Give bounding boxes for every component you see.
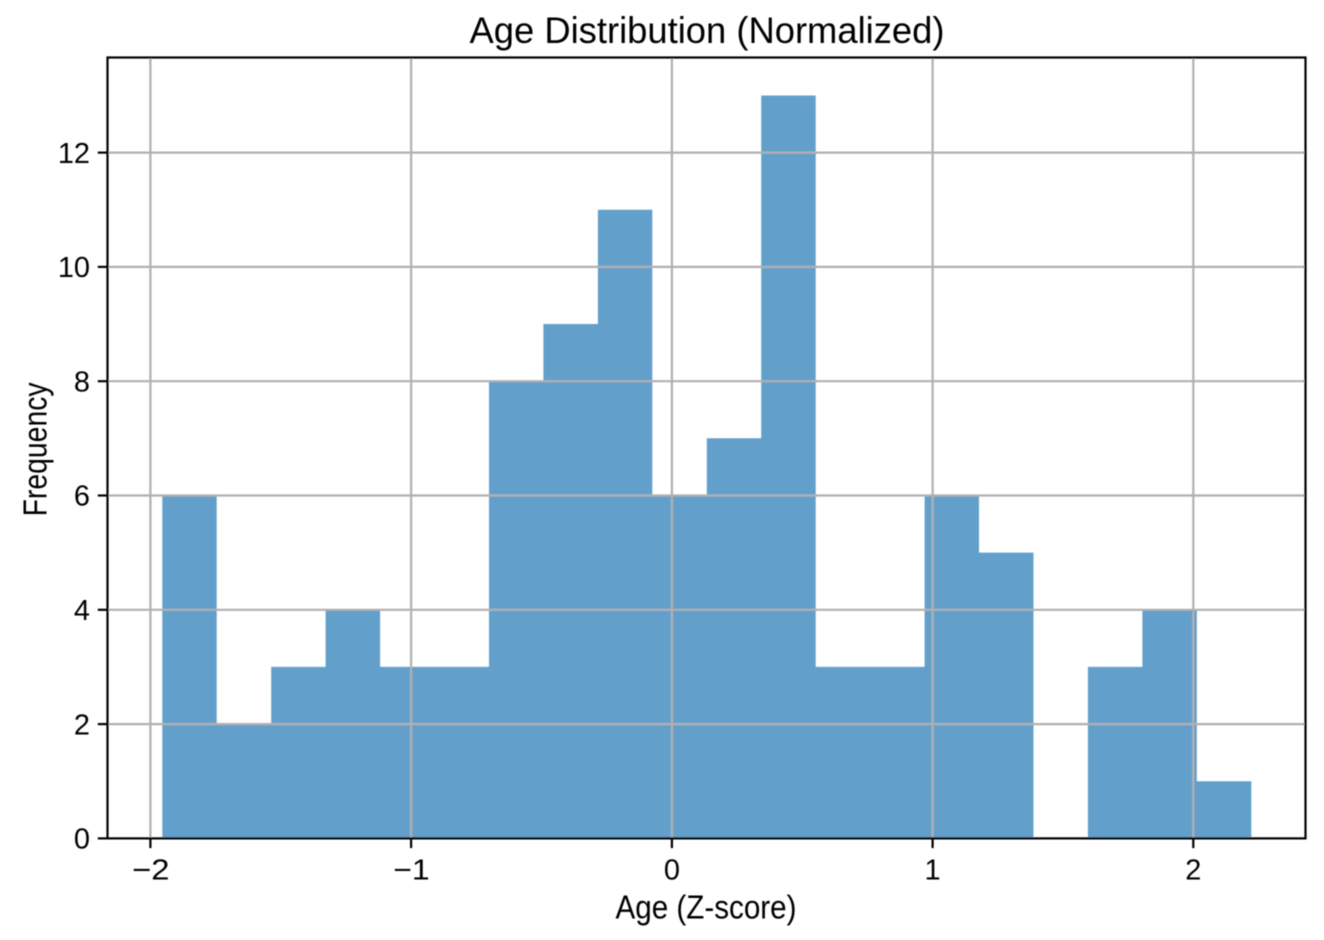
svg-text:0: 0 — [74, 824, 90, 856]
svg-text:Age Distribution (Normalized): Age Distribution (Normalized) — [470, 10, 945, 51]
svg-text:8: 8 — [74, 366, 90, 398]
svg-text:Age (Z-score): Age (Z-score) — [616, 890, 797, 927]
svg-text:Frequency: Frequency — [17, 382, 54, 516]
svg-text:−2: −2 — [132, 854, 169, 886]
svg-text:1: 1 — [925, 854, 941, 886]
svg-text:6: 6 — [74, 481, 90, 513]
svg-text:12: 12 — [58, 138, 90, 170]
svg-text:−1: −1 — [393, 854, 429, 886]
svg-text:0: 0 — [664, 854, 680, 886]
svg-text:10: 10 — [58, 252, 90, 284]
svg-text:2: 2 — [1185, 854, 1201, 886]
svg-text:2: 2 — [74, 709, 90, 741]
svg-text:4: 4 — [74, 595, 90, 627]
